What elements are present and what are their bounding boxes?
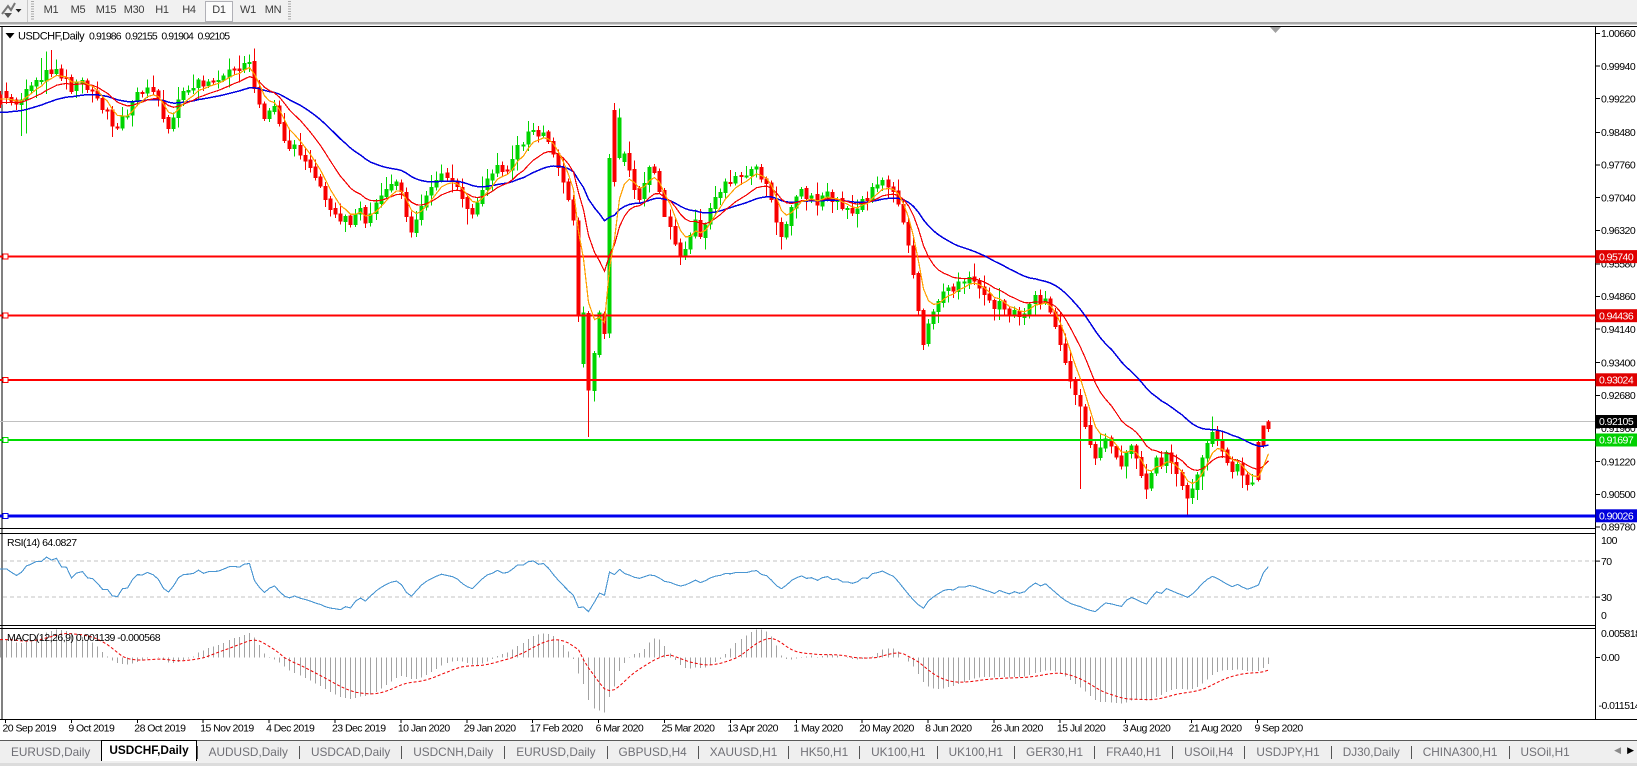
svg-text:29 Jan 2020: 29 Jan 2020 — [464, 723, 516, 735]
svg-text:10 Jan 2020: 10 Jan 2020 — [398, 723, 450, 735]
svg-text:0.99940: 0.99940 — [1601, 61, 1636, 73]
svg-text:0.93400: 0.93400 — [1601, 357, 1636, 369]
svg-text:26 Jun 2020: 26 Jun 2020 — [991, 723, 1043, 735]
svg-text:4 Dec 2019: 4 Dec 2019 — [266, 723, 315, 735]
svg-text:0.94140: 0.94140 — [1601, 324, 1636, 336]
svg-text:1 May 2020: 1 May 2020 — [793, 723, 843, 735]
svg-text:0.95740: 0.95740 — [1599, 251, 1634, 263]
svg-text:9 Sep 2020: 9 Sep 2020 — [1255, 723, 1304, 735]
svg-text:0.00: 0.00 — [1601, 652, 1620, 664]
svg-text:RSI(14) 64.0827: RSI(14) 64.0827 — [7, 537, 77, 549]
svg-text:0.91697: 0.91697 — [1599, 435, 1634, 447]
svg-text:17 Feb 2020: 17 Feb 2020 — [530, 723, 584, 735]
svg-text:-0.011514: -0.011514 — [1599, 700, 1637, 712]
svg-text:25 Mar 2020: 25 Mar 2020 — [662, 723, 716, 735]
svg-text:20 Sep 2019: 20 Sep 2019 — [3, 723, 57, 735]
svg-text:15 Nov 2019: 15 Nov 2019 — [200, 723, 254, 735]
svg-text:0.94860: 0.94860 — [1601, 291, 1636, 303]
svg-text:0.92105: 0.92105 — [1599, 416, 1634, 428]
svg-text:USDCHF,Daily: USDCHF,Daily — [18, 31, 85, 43]
svg-text:8 Jun 2020: 8 Jun 2020 — [925, 723, 972, 735]
svg-text:0.90500: 0.90500 — [1601, 489, 1636, 501]
svg-text:0.97040: 0.97040 — [1601, 192, 1636, 204]
svg-text:0.91220: 0.91220 — [1601, 456, 1636, 468]
svg-text:0.96320: 0.96320 — [1601, 225, 1636, 237]
svg-text:100: 100 — [1601, 535, 1618, 547]
svg-text:20 May 2020: 20 May 2020 — [859, 723, 914, 735]
svg-text:21 Aug 2020: 21 Aug 2020 — [1189, 723, 1243, 735]
svg-text:0.97760: 0.97760 — [1601, 160, 1636, 172]
svg-text:0.90026: 0.90026 — [1599, 511, 1634, 523]
svg-text:9 Oct 2019: 9 Oct 2019 — [68, 723, 115, 735]
svg-text:23 Dec 2019: 23 Dec 2019 — [332, 723, 386, 735]
svg-text:15 Jul 2020: 15 Jul 2020 — [1057, 723, 1106, 735]
svg-text:6 Mar 2020: 6 Mar 2020 — [596, 723, 644, 735]
svg-text:0.91986 0.92155 0.91904 0.9210: 0.91986 0.92155 0.91904 0.92105 — [89, 31, 230, 43]
svg-text:MACD(12,26,9) 0.001139 -0.0005: MACD(12,26,9) 0.001139 -0.000568 — [7, 632, 161, 644]
svg-text:1.00660: 1.00660 — [1601, 28, 1636, 40]
svg-text:0.89780: 0.89780 — [1601, 522, 1636, 534]
svg-text:28 Oct 2019: 28 Oct 2019 — [134, 723, 186, 735]
svg-text:0.99220: 0.99220 — [1601, 93, 1636, 105]
svg-text:0.98480: 0.98480 — [1601, 127, 1636, 139]
svg-text:0.93024: 0.93024 — [1599, 375, 1634, 387]
svg-text:0: 0 — [1601, 610, 1607, 622]
svg-text:13 Apr 2020: 13 Apr 2020 — [727, 723, 778, 735]
svg-text:0.92680: 0.92680 — [1601, 390, 1636, 402]
svg-text:70: 70 — [1601, 556, 1612, 568]
svg-text:0.005818: 0.005818 — [1601, 628, 1637, 640]
svg-text:0.94436: 0.94436 — [1599, 310, 1634, 322]
svg-text:30: 30 — [1601, 592, 1612, 604]
svg-text:3 Aug 2020: 3 Aug 2020 — [1123, 723, 1171, 735]
